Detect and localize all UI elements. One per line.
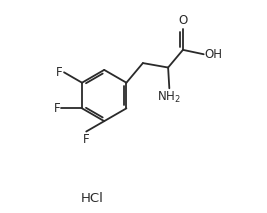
Text: F: F bbox=[83, 133, 89, 146]
Text: F: F bbox=[56, 66, 63, 79]
Text: NH$_2$: NH$_2$ bbox=[158, 90, 181, 105]
Text: OH: OH bbox=[205, 48, 223, 61]
Text: HCl: HCl bbox=[81, 191, 103, 204]
Text: F: F bbox=[53, 102, 60, 115]
Text: O: O bbox=[178, 14, 187, 27]
